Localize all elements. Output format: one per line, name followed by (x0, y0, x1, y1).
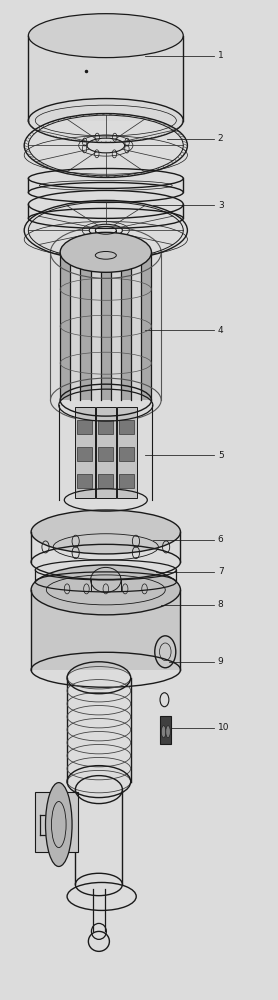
Text: 5: 5 (218, 451, 224, 460)
Ellipse shape (46, 783, 72, 866)
Text: 4: 4 (218, 326, 224, 335)
Text: 10: 10 (218, 723, 229, 732)
Bar (78, 447, 92, 461)
Ellipse shape (166, 726, 170, 738)
Bar (98, 447, 113, 461)
Bar (31, 590, 180, 670)
Bar (96, 407, 116, 498)
Ellipse shape (28, 14, 183, 58)
Bar (141, 252, 152, 400)
Bar (131, 252, 141, 400)
Bar (111, 252, 121, 400)
Text: 6: 6 (218, 535, 224, 544)
Bar (121, 252, 131, 400)
Text: 3: 3 (218, 201, 224, 210)
Bar (98, 420, 113, 434)
Text: 8: 8 (218, 600, 224, 609)
Text: 9: 9 (218, 657, 224, 666)
Bar (119, 447, 134, 461)
Bar (78, 420, 92, 434)
Ellipse shape (60, 232, 152, 272)
Bar (80, 252, 91, 400)
Text: 2: 2 (218, 134, 224, 143)
Bar (117, 407, 137, 498)
Text: 1: 1 (218, 51, 224, 60)
Bar (35, 792, 78, 852)
Bar (119, 420, 134, 434)
Bar (60, 252, 70, 400)
Bar (91, 252, 101, 400)
Bar (70, 252, 80, 400)
Ellipse shape (162, 726, 166, 738)
Bar (98, 474, 113, 488)
Text: 7: 7 (218, 567, 224, 576)
Bar (160, 716, 171, 744)
Bar (78, 474, 92, 488)
Bar (101, 252, 111, 400)
Ellipse shape (31, 565, 180, 615)
Bar (28, 36, 183, 121)
Ellipse shape (31, 510, 180, 554)
Bar (75, 407, 95, 498)
Bar (119, 474, 134, 488)
